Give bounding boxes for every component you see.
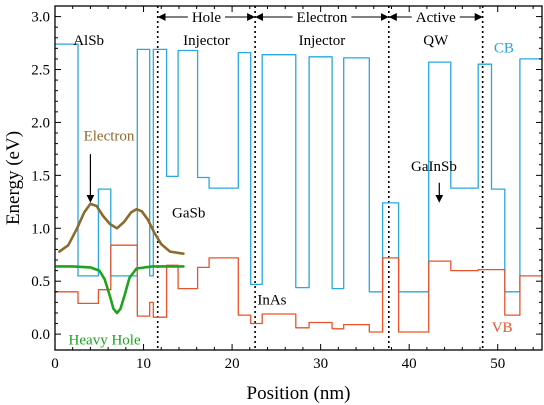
x-tick-label: 0 (51, 356, 59, 372)
region-label-line2: Injector (183, 33, 230, 49)
series-line-electron (58, 202, 185, 255)
y-tick-label: 1.0 (31, 221, 50, 237)
y-tick-label: 2.0 (31, 115, 50, 131)
y-tick-label: 0.5 (31, 274, 50, 290)
x-tick-label: 40 (402, 356, 417, 372)
region-label-line1: Active (416, 10, 456, 26)
series-line-cb (55, 43, 542, 293)
y-tick-label: 0.0 (31, 327, 50, 343)
region-label-line1: Electron (297, 10, 348, 26)
x-tick-label: 20 (225, 356, 240, 372)
annotation-label: GaSb (172, 206, 205, 222)
x-tick-label: 10 (136, 356, 151, 372)
annotation-label: AlSb (73, 33, 104, 49)
plot-frame (54, 5, 543, 351)
annotation-label: Heavy Hole (69, 333, 141, 349)
series-line-vb (55, 244, 542, 333)
labels-layer: 0 10 20 30 40 50 0.0 0.5 1.0 1.5 2.0 2.5 3.0 Position… (3, 10, 514, 404)
y-tick-label: 3.0 (31, 10, 50, 26)
region-label-line1: Hole (192, 10, 222, 26)
annotation-label: CB (494, 41, 514, 57)
annotation-label: GaInSb (411, 159, 457, 175)
x-axis-label: Position (nm) (247, 383, 351, 404)
series-line-heavy-hole (55, 265, 185, 315)
region-label-line2: Injector (299, 33, 346, 49)
annotation-label: Electron (84, 128, 135, 144)
region-label-line2: QW (423, 33, 449, 49)
x-tick-label: 30 (313, 356, 328, 372)
y-tick-label: 1.5 (31, 168, 50, 184)
axes-layer (54, 5, 543, 351)
y-tick-label: 2.5 (31, 63, 50, 79)
annotation-label: VB (492, 320, 513, 336)
y-axis-label: Energy (eV) (3, 131, 24, 225)
data-layer (55, 6, 542, 350)
annotation-label: InAs (257, 292, 286, 308)
x-tick-label: 50 (490, 356, 505, 372)
